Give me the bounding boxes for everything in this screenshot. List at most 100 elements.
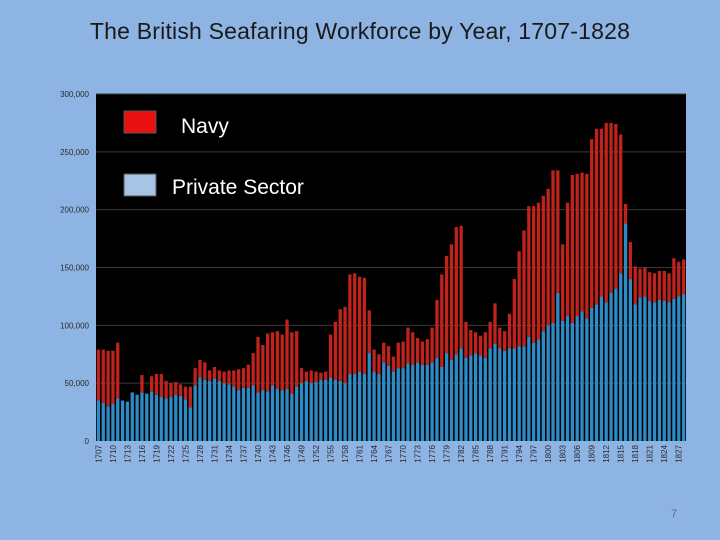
bar-private-sector xyxy=(319,379,323,441)
bar-private-sector xyxy=(638,297,642,441)
x-tick-label: 1743 xyxy=(269,444,278,462)
bar-navy xyxy=(454,227,458,355)
bar-private-sector xyxy=(425,364,429,441)
bar-private-sector xyxy=(357,371,362,441)
x-tick-label: 1812 xyxy=(602,444,611,462)
bar-private-sector xyxy=(372,371,376,441)
x-tick-label: 1815 xyxy=(617,444,626,462)
bar-private-sector xyxy=(338,380,342,441)
bar-private-sector xyxy=(478,355,483,441)
bar-private-sector xyxy=(217,380,221,441)
bar-private-sector xyxy=(149,391,154,441)
bar-navy xyxy=(623,203,628,224)
bar-private-sector xyxy=(444,353,449,441)
x-tick-label: 1725 xyxy=(181,444,190,462)
bar-private-sector xyxy=(198,377,202,441)
bar-private-sector xyxy=(232,386,236,441)
bar-private-sector xyxy=(522,346,526,441)
bar-navy xyxy=(217,370,221,381)
bar-private-sector xyxy=(681,294,686,441)
bar-navy xyxy=(469,329,473,356)
bar-navy xyxy=(367,310,371,354)
bar-navy xyxy=(319,372,323,380)
y-tick-label: 200,000 xyxy=(60,206,89,215)
bar-navy xyxy=(652,273,657,303)
bar-private-sector xyxy=(551,323,555,441)
bar-private-sector xyxy=(212,378,217,441)
bar-private-sector xyxy=(561,320,565,441)
bar-private-sector xyxy=(464,357,468,441)
x-tick-label: 1737 xyxy=(240,444,249,462)
bar-navy xyxy=(372,349,376,372)
bar-private-sector xyxy=(420,364,425,441)
bar-navy xyxy=(556,170,560,293)
bar-private-sector xyxy=(536,339,541,441)
x-tick-label: 1713 xyxy=(123,444,132,462)
x-tick-label: 1806 xyxy=(573,444,582,462)
legend-label-navy: Navy xyxy=(181,115,229,138)
bar-navy xyxy=(483,332,487,358)
bar-navy xyxy=(377,354,381,374)
bar-private-sector xyxy=(527,336,531,441)
bar-private-sector xyxy=(619,273,623,441)
bar-navy xyxy=(169,383,173,398)
bar-navy xyxy=(498,327,502,349)
bar-navy xyxy=(232,370,236,387)
bar-navy xyxy=(638,268,642,298)
bar-navy xyxy=(440,274,444,367)
bar-private-sector xyxy=(324,379,328,441)
bar-navy xyxy=(517,251,521,347)
bar-private-sector xyxy=(667,302,671,441)
bar-navy xyxy=(116,342,120,399)
bar-private-sector xyxy=(275,388,279,441)
bar-private-sector xyxy=(193,385,197,441)
bar-navy xyxy=(164,380,168,399)
x-tick-label: 1773 xyxy=(414,444,423,462)
bar-navy xyxy=(575,173,579,317)
bar-navy xyxy=(96,349,101,401)
bar-navy xyxy=(551,170,555,324)
bar-navy xyxy=(106,350,110,407)
bar-navy xyxy=(261,344,265,391)
x-tick-label: 1803 xyxy=(559,444,568,462)
bar-navy xyxy=(585,173,589,319)
bar-navy xyxy=(507,313,512,349)
x-tick-label: 1800 xyxy=(544,444,553,462)
bar-private-sector xyxy=(348,373,352,441)
x-tick-label: 1764 xyxy=(370,444,379,462)
bar-navy xyxy=(309,370,313,384)
bar-navy xyxy=(430,327,434,363)
bar-navy xyxy=(328,334,333,378)
bar-private-sector xyxy=(633,304,637,441)
bar-navy xyxy=(512,279,516,349)
bar-private-sector xyxy=(159,397,163,441)
x-axis: 1707 1710 1713 1716 1719 1722 1725 1728 1731 1734… xyxy=(94,444,683,462)
y-tick-label: 250,000 xyxy=(60,148,89,157)
x-tick-label: 1734 xyxy=(225,444,234,462)
bar-navy xyxy=(188,386,192,408)
bar-navy xyxy=(614,124,618,289)
bar-navy xyxy=(251,353,255,386)
bar-navy xyxy=(604,122,608,303)
bar-private-sector xyxy=(532,342,536,441)
x-tick-label: 1722 xyxy=(167,444,176,462)
bar-private-sector xyxy=(145,393,149,441)
y-tick-label: 100,000 xyxy=(60,321,89,330)
bar-navy xyxy=(212,366,217,379)
bar-navy xyxy=(444,255,449,354)
bar-navy xyxy=(532,206,536,343)
bar-navy xyxy=(159,373,163,398)
bar-navy xyxy=(599,128,604,297)
bar-private-sector xyxy=(362,373,367,441)
bar-private-sector xyxy=(203,379,207,441)
y-tick-label: 300,000 xyxy=(60,90,89,99)
bar-private-sector xyxy=(546,325,550,441)
bar-navy xyxy=(314,371,318,383)
x-tick-label: 1797 xyxy=(530,444,539,462)
bar-navy xyxy=(227,370,231,385)
bar-navy xyxy=(357,276,362,372)
bar-private-sector xyxy=(430,362,434,441)
bar-navy xyxy=(198,360,202,378)
bar-private-sector xyxy=(406,363,410,441)
